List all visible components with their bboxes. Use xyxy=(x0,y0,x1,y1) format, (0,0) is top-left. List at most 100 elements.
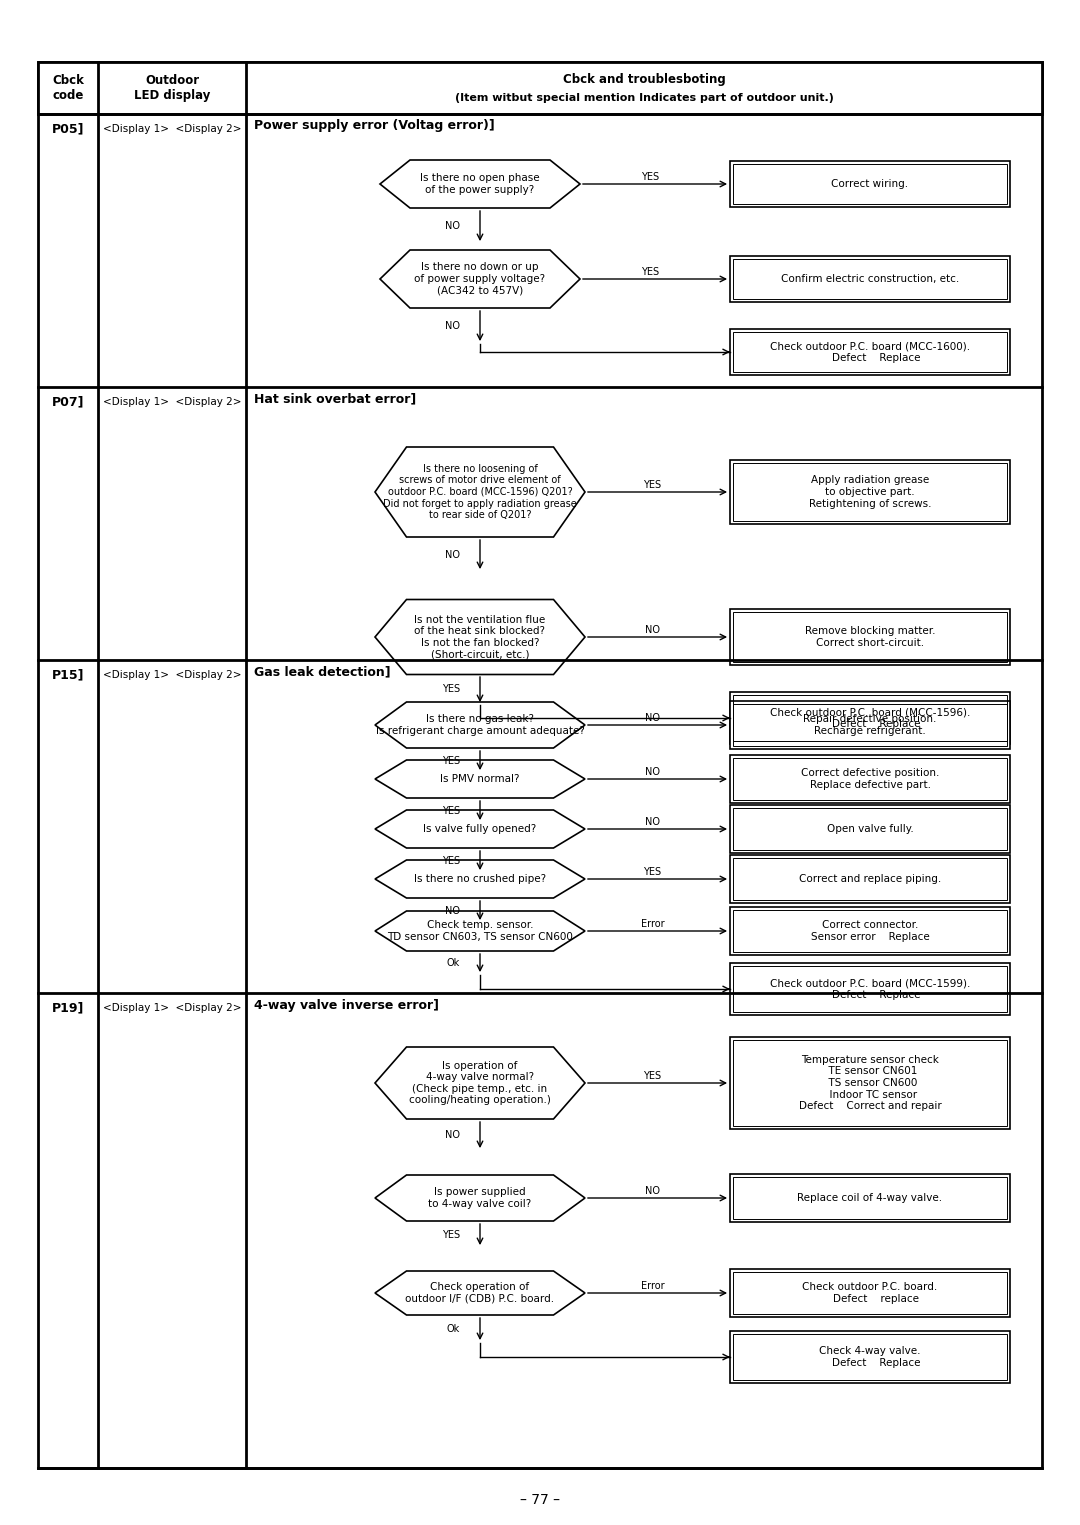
Bar xyxy=(733,1272,1007,1315)
Text: <Display 1>  <Display 2>: <Display 1> <Display 2> xyxy=(103,669,241,680)
Bar xyxy=(730,608,1010,665)
Text: NO: NO xyxy=(645,817,660,827)
Text: 4-way valve inverse error]: 4-way valve inverse error] xyxy=(254,999,438,1011)
Text: NO: NO xyxy=(445,320,460,331)
Bar xyxy=(733,165,1007,204)
Text: YES: YES xyxy=(442,685,460,694)
Text: YES: YES xyxy=(644,868,662,877)
Bar xyxy=(730,856,1010,903)
Polygon shape xyxy=(375,1174,585,1222)
Text: Is there no down or up
of power supply voltage?
(AC342 to 457V): Is there no down or up of power supply v… xyxy=(415,262,545,296)
Polygon shape xyxy=(375,1270,585,1315)
Text: Is valve fully opened?: Is valve fully opened? xyxy=(423,824,537,834)
Text: Check outdoor P.C. board.
    Defect    replace: Check outdoor P.C. board. Defect replace xyxy=(802,1283,937,1304)
Bar xyxy=(733,758,1007,801)
Polygon shape xyxy=(375,910,585,952)
Bar xyxy=(733,808,1007,849)
Bar xyxy=(730,805,1010,852)
Bar xyxy=(730,692,1010,744)
Text: Is PMV normal?: Is PMV normal? xyxy=(441,775,519,784)
Bar xyxy=(733,1334,1007,1380)
Bar xyxy=(733,259,1007,299)
Bar xyxy=(733,705,1007,746)
Polygon shape xyxy=(375,759,585,798)
Bar xyxy=(730,256,1010,302)
Text: Check outdoor P.C. board (MCC-1599).
    Defect    Replace: Check outdoor P.C. board (MCC-1599). Def… xyxy=(770,978,970,1000)
Bar xyxy=(730,1174,1010,1222)
Text: NO: NO xyxy=(445,1130,460,1141)
Text: Confirm electric construction, etc.: Confirm electric construction, etc. xyxy=(781,274,959,284)
Bar xyxy=(733,695,1007,741)
Text: Cbck
code: Cbck code xyxy=(52,75,84,102)
Text: NO: NO xyxy=(645,767,660,778)
Text: NO: NO xyxy=(645,1186,660,1196)
Text: P05]: P05] xyxy=(52,122,84,136)
Text: NO: NO xyxy=(445,906,460,915)
Text: Correct wiring.: Correct wiring. xyxy=(832,178,908,189)
Text: P19]: P19] xyxy=(52,1002,84,1014)
Text: <Display 1>  <Display 2>: <Display 1> <Display 2> xyxy=(103,124,241,134)
Text: Power supply error (Voltag error)]: Power supply error (Voltag error)] xyxy=(254,119,495,133)
Text: Is operation of
4-way valve normal?
(Check pipe temp., etc. in
cooling/heating o: Is operation of 4-way valve normal? (Che… xyxy=(409,1060,551,1106)
Text: Remove blocking matter.
Correct short-circuit.: Remove blocking matter. Correct short-ci… xyxy=(805,627,935,648)
Text: Is there no crushed pipe?: Is there no crushed pipe? xyxy=(414,874,546,884)
Text: Error: Error xyxy=(640,1281,664,1292)
Text: Is there no open phase
of the power supply?: Is there no open phase of the power supp… xyxy=(420,174,540,195)
Text: Apply radiation grease
to objective part.
Retightening of screws.: Apply radiation grease to objective part… xyxy=(809,476,931,509)
Text: P07]: P07] xyxy=(52,395,84,409)
Text: Is not the ventilation flue
of the heat sink blocked?
Is not the fan blocked?
(S: Is not the ventilation flue of the heat … xyxy=(415,615,545,659)
Text: Hat sink overbat error]: Hat sink overbat error] xyxy=(254,392,416,406)
Text: <Display 1>  <Display 2>: <Display 1> <Display 2> xyxy=(103,1003,241,1013)
Bar xyxy=(733,859,1007,900)
Text: Check outdoor P.C. board (MCC-1600).
    Defect    Replace: Check outdoor P.C. board (MCC-1600). Def… xyxy=(770,342,970,363)
Polygon shape xyxy=(375,447,585,537)
Bar xyxy=(733,1040,1007,1125)
Text: Is there no loosening of
screws of motor drive element of
outdoor P.C. board (MC: Is there no loosening of screws of motor… xyxy=(383,464,577,520)
Bar xyxy=(730,1269,1010,1318)
Polygon shape xyxy=(375,599,585,674)
Text: YES: YES xyxy=(644,480,662,490)
Text: Cbck and troublesboting: Cbck and troublesboting xyxy=(563,73,726,87)
Bar xyxy=(730,702,1010,749)
Polygon shape xyxy=(375,860,585,898)
Text: Correct and replace piping.: Correct and replace piping. xyxy=(799,874,941,884)
Polygon shape xyxy=(375,810,585,848)
Bar xyxy=(730,162,1010,207)
Text: Ok: Ok xyxy=(447,1324,460,1334)
Text: Check temp. sensor.
TD sensor CN603, TS sensor CN600: Check temp. sensor. TD sensor CN603, TS … xyxy=(387,920,572,942)
Text: YES: YES xyxy=(442,1229,460,1240)
Bar xyxy=(733,965,1007,1013)
Text: Is there no gas leak?
Is refrigerant charge amount adequate?: Is there no gas leak? Is refrigerant cha… xyxy=(376,714,584,735)
Text: Temperature sensor check
  TE sensor CN601
  TS sensor CN600
  Indoor TC sensor
: Temperature sensor check TE sensor CN601… xyxy=(798,1055,942,1112)
Bar xyxy=(730,962,1010,1016)
Text: Ok: Ok xyxy=(447,958,460,968)
Text: NO: NO xyxy=(645,714,660,723)
Text: YES: YES xyxy=(442,805,460,816)
Text: Open valve fully.: Open valve fully. xyxy=(826,824,914,834)
Text: Check 4-way valve.
    Defect    Replace: Check 4-way valve. Defect Replace xyxy=(820,1347,921,1368)
Text: Repair defective position.
Recharge refrigerant.: Repair defective position. Recharge refr… xyxy=(804,714,936,735)
Text: YES: YES xyxy=(644,1071,662,1081)
Bar xyxy=(730,907,1010,955)
Text: Outdoor
LED display: Outdoor LED display xyxy=(134,75,211,102)
Text: NO: NO xyxy=(645,625,660,634)
Text: – 77 –: – 77 – xyxy=(519,1493,561,1507)
Text: Check operation of
outdoor I/F (CDB) P.C. board.: Check operation of outdoor I/F (CDB) P.C… xyxy=(405,1283,554,1304)
Bar xyxy=(733,612,1007,662)
Polygon shape xyxy=(380,250,580,308)
Text: YES: YES xyxy=(442,856,460,866)
Text: YES: YES xyxy=(640,267,659,278)
Text: <Display 1>  <Display 2>: <Display 1> <Display 2> xyxy=(103,396,241,407)
Bar xyxy=(733,1177,1007,1218)
Bar xyxy=(730,1331,1010,1383)
Text: P15]: P15] xyxy=(52,668,84,682)
Bar xyxy=(730,755,1010,804)
Text: Correct defective position.
Replace defective part.: Correct defective position. Replace defe… xyxy=(800,769,940,790)
Text: YES: YES xyxy=(640,172,659,181)
Bar xyxy=(38,63,1042,114)
Text: Replace coil of 4-way valve.: Replace coil of 4-way valve. xyxy=(797,1193,943,1203)
Bar xyxy=(733,910,1007,952)
Bar xyxy=(730,1037,1010,1128)
Bar xyxy=(733,464,1007,522)
Polygon shape xyxy=(375,1048,585,1119)
